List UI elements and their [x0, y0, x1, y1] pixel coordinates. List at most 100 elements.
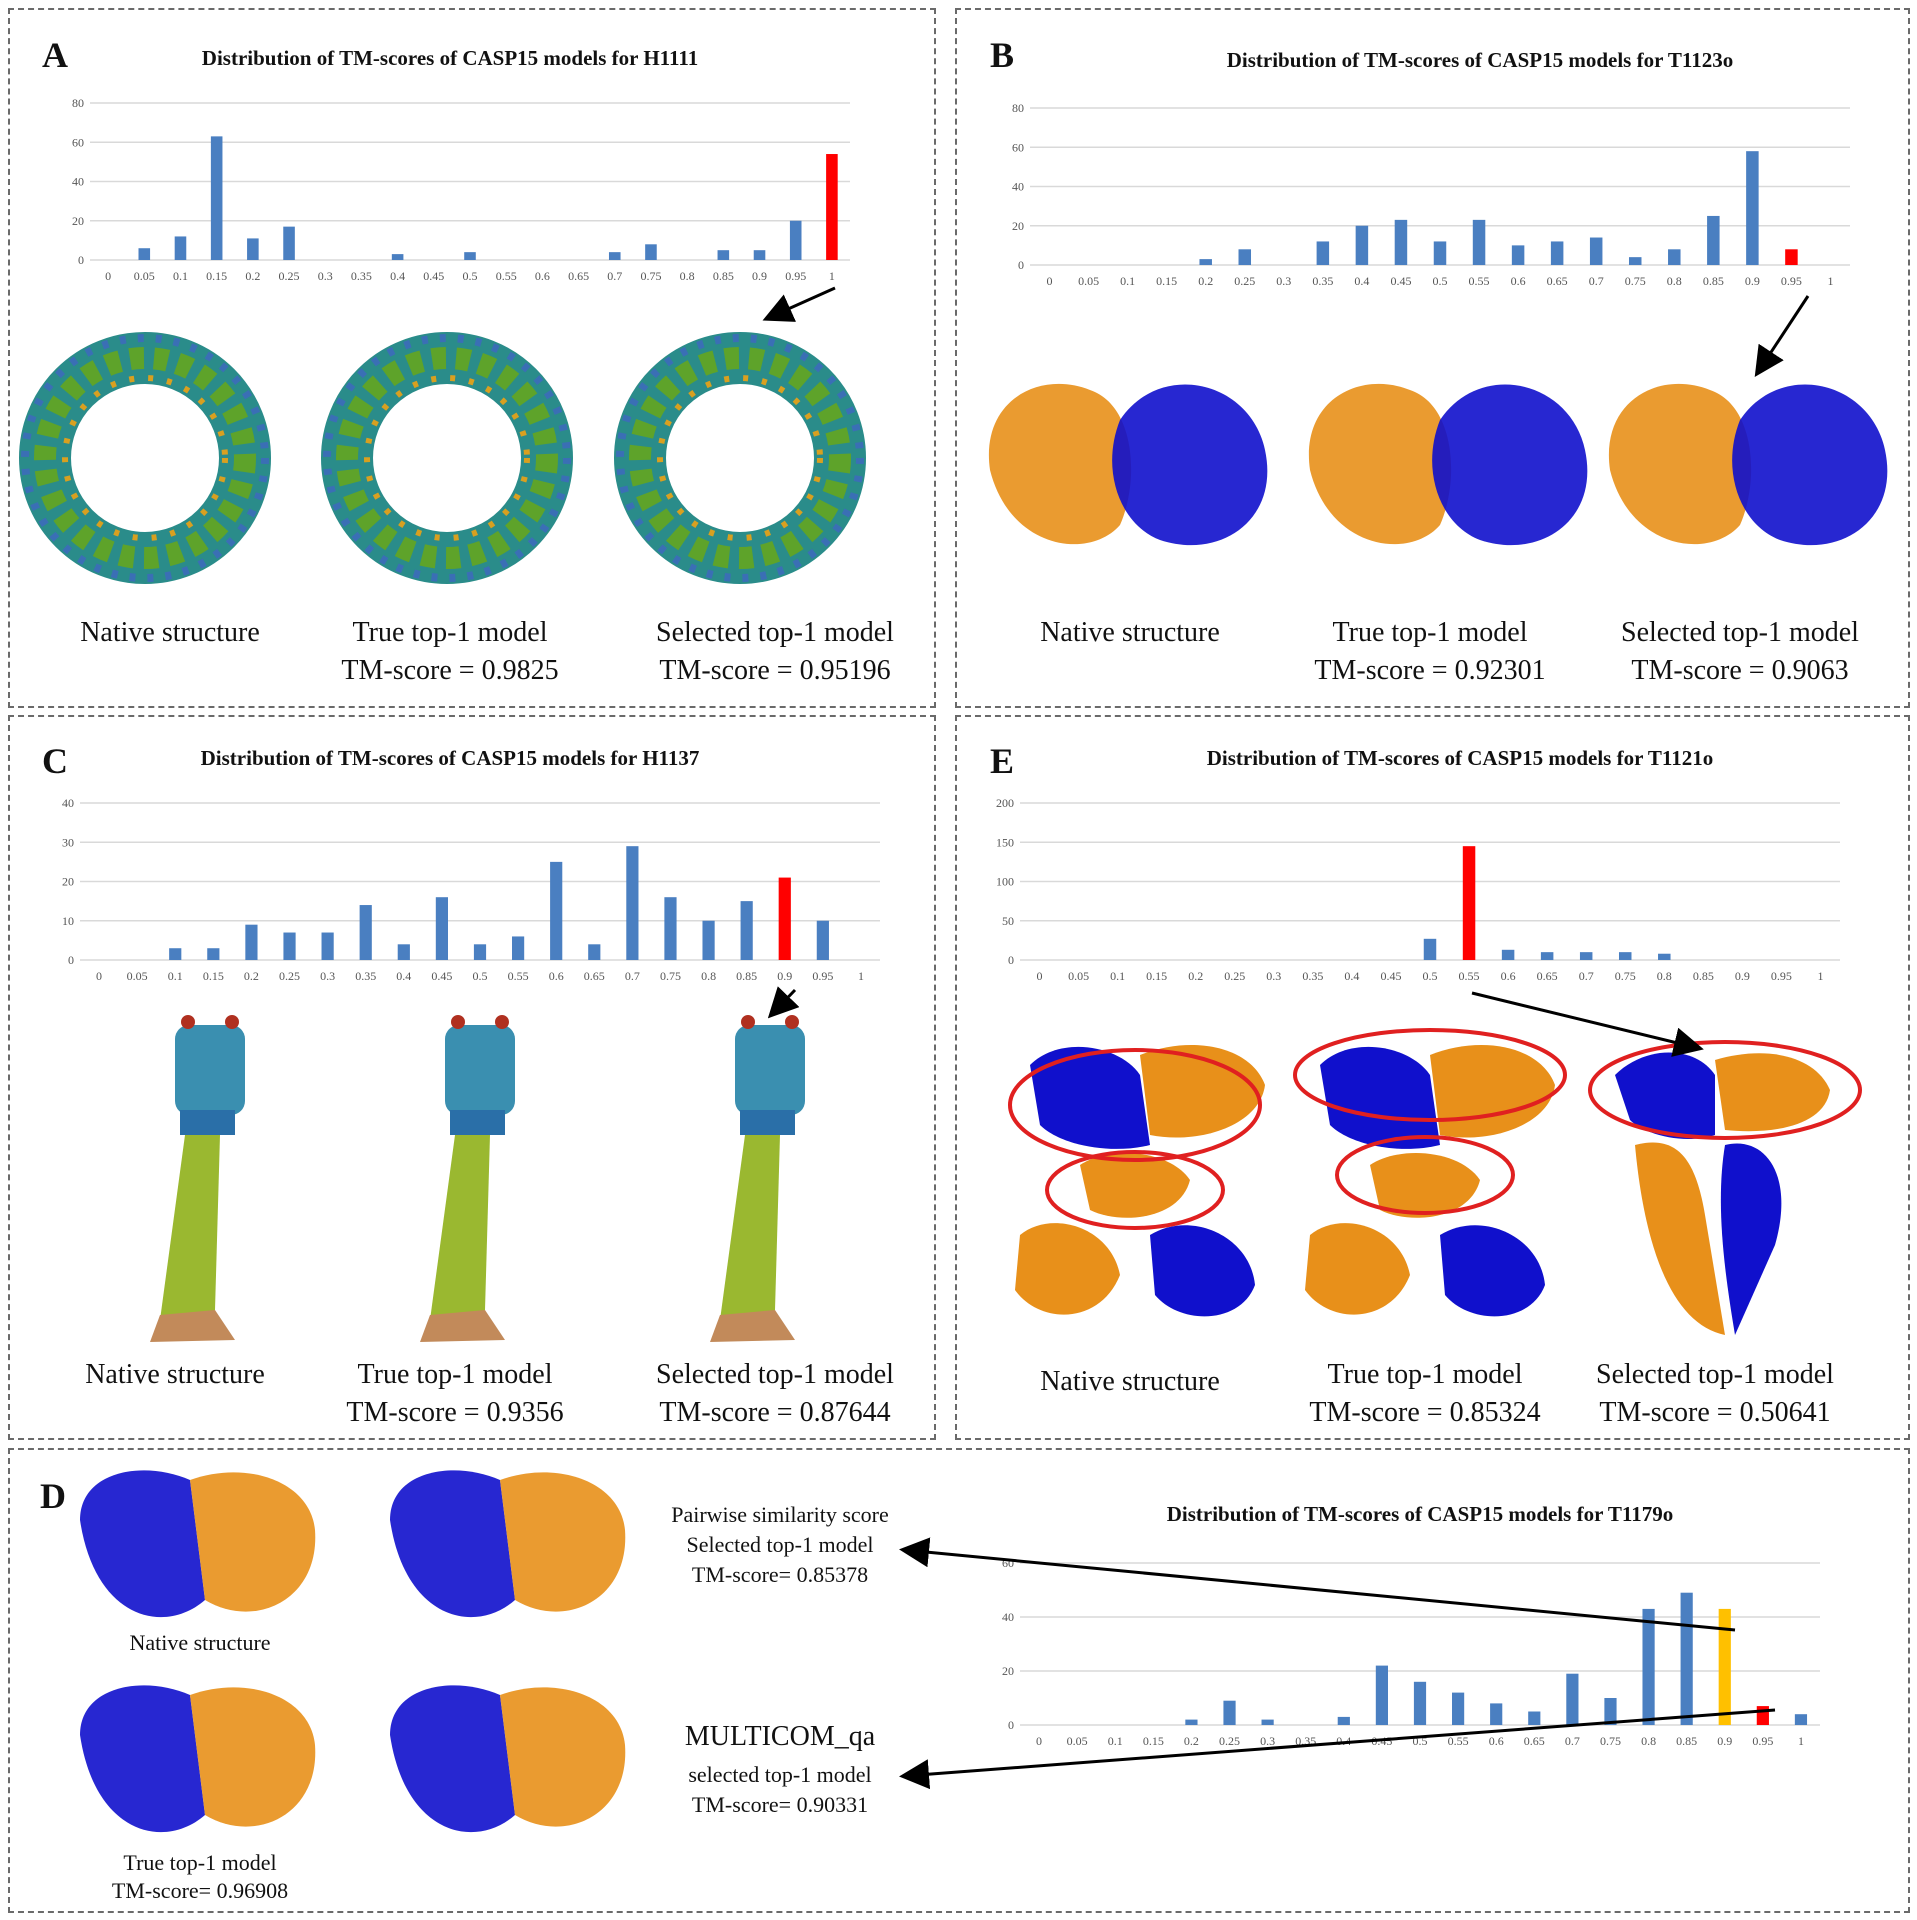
y-tick-label: 80 [1012, 101, 1024, 115]
x-tick-label: 0.95 [1771, 969, 1792, 983]
panel-b-true-score: TM-score = 0.92301 [1314, 655, 1546, 686]
bar [174, 236, 187, 260]
x-tick-label: 0.85 [736, 969, 757, 983]
bar [1199, 259, 1212, 265]
y-tick-label: 150 [996, 835, 1014, 849]
bar [1589, 237, 1603, 265]
bar [608, 252, 621, 260]
panel-c-selected-score: TM-score = 0.87644 [659, 1397, 891, 1428]
y-tick-label: 40 [72, 175, 84, 189]
panel-e-true-score: TM-score = 0.85324 [1309, 1397, 1541, 1428]
panel-a-selected-title: Selected top-1 model [656, 617, 894, 648]
panel-a-true-model-structure [321, 332, 573, 584]
panel-d-pairwise-line-1: Pairwise similarity score [671, 1502, 889, 1527]
x-tick-label: 0.7 [1565, 1734, 1580, 1748]
x-tick-label: 0.05 [1067, 1734, 1088, 1748]
x-tick-label: 0.6 [549, 969, 564, 983]
bar [1375, 1665, 1388, 1725]
bar [1433, 241, 1447, 265]
x-tick-label: 0.25 [1234, 274, 1255, 288]
x-tick-label: 0.6 [1501, 969, 1516, 983]
x-tick-label: 0.9 [1745, 274, 1760, 288]
panel-d-true-model-2-structure [390, 1685, 626, 1833]
bar [1707, 215, 1720, 265]
x-tick-label: 0.75 [660, 969, 681, 983]
panel-b-histogram: 0 20 40 60 80 0 0.05 0.1 0.15 0.2 0.25 0.3 0.35 0.4 0.… [1012, 101, 1850, 288]
panel-b-selected-title: Selected top-1 model [1621, 617, 1859, 648]
x-tick-label: 1 [1817, 969, 1823, 983]
panel-a-selected-score: TM-score = 0.95196 [659, 655, 891, 686]
x-tick-label: 0.2 [244, 969, 259, 983]
y-tick-label: 80 [72, 96, 84, 110]
x-tick-label: 0.6 [1489, 1734, 1504, 1748]
panel-c [8, 715, 936, 1440]
panel-e-label: E [990, 741, 1015, 781]
bar [626, 846, 639, 960]
panel-e-native-caption: Native structure [1040, 1366, 1220, 1397]
x-tick-label: 0.7 [1589, 274, 1604, 288]
x-tick-label: 0.95 [1752, 1734, 1773, 1748]
panel-c-label: C [42, 741, 68, 781]
bar [1746, 151, 1759, 265]
x-tick-label: 0.55 [496, 269, 517, 283]
x-tick-label: 0 [105, 269, 111, 283]
x-tick-label: 0.35 [351, 269, 372, 283]
x-tick-label: 0.6 [1511, 274, 1526, 288]
bar [1261, 1719, 1274, 1725]
bar [826, 154, 838, 260]
x-tick-label: 0.05 [1078, 274, 1099, 288]
x-tick-label: 0.45 [431, 969, 452, 983]
y-tick-label: 50 [1002, 914, 1014, 928]
panel-a-native-caption: Native structure [80, 617, 260, 648]
x-tick-label: 0.25 [279, 969, 300, 983]
x-tick-label: 0.15 [1146, 969, 1167, 983]
panel-c-native-caption: Native structure [85, 1359, 265, 1390]
bar [740, 901, 753, 960]
y-tick-label: 0 [1008, 953, 1014, 967]
bar [1785, 249, 1798, 265]
bar [753, 250, 766, 260]
panel-c-true-score: TM-score = 0.9356 [346, 1397, 564, 1428]
y-tick-label: 20 [1012, 219, 1024, 233]
bar [1355, 225, 1369, 265]
x-tick-label: 0.35 [355, 969, 376, 983]
bar [1628, 257, 1642, 265]
x-tick-label: 0.4 [390, 269, 405, 283]
bar [1316, 241, 1330, 265]
bar [778, 877, 791, 960]
x-tick-label: 0.4 [1354, 274, 1369, 288]
panel-d-title: Distribution of TM-scores of CASP15 mode… [1166, 1502, 1674, 1526]
x-tick-label: 0.75 [1625, 274, 1646, 288]
panel-a-label: A [42, 35, 68, 75]
panel-b-native-caption: Native structure [1040, 617, 1220, 648]
panel-c-title: Distribution of TM-scores of CASP15 mode… [200, 746, 700, 770]
x-tick-label: 0.2 [1184, 1734, 1199, 1748]
panel-e-native-structure [1008, 1045, 1265, 1317]
x-tick-label: 0.8 [1667, 274, 1682, 288]
x-tick-label: 0.55 [508, 969, 529, 983]
x-tick-label: 0.45 [1380, 969, 1401, 983]
x-tick-label: 0.5 [473, 969, 488, 983]
bar [645, 244, 657, 260]
x-tick-label: 0.3 [1276, 274, 1291, 288]
bar [247, 238, 259, 260]
x-tick-label: 0.3 [318, 269, 333, 283]
bar [1337, 1716, 1350, 1725]
bar [588, 944, 601, 960]
x-tick-label: 0.65 [1524, 1734, 1545, 1748]
panel-d-native-caption: Native structure [129, 1630, 271, 1655]
x-tick-label: 0.85 [1693, 969, 1714, 983]
panel-a-selected-model-structure [614, 332, 866, 584]
bar [397, 944, 410, 960]
panel-e-true-model-structure [1293, 1028, 1567, 1317]
y-tick-label: 40 [62, 796, 74, 810]
y-tick-label: 40 [1012, 180, 1024, 194]
bar [717, 250, 730, 260]
x-tick-label: 0.3 [1266, 969, 1281, 983]
x-tick-label: 0.8 [1657, 969, 1672, 983]
panel-b-true-title: True top-1 model [1332, 617, 1528, 648]
bar [1238, 249, 1252, 265]
bar [1501, 949, 1515, 960]
x-tick-label: 0.05 [1068, 969, 1089, 983]
bar [1680, 1592, 1693, 1725]
